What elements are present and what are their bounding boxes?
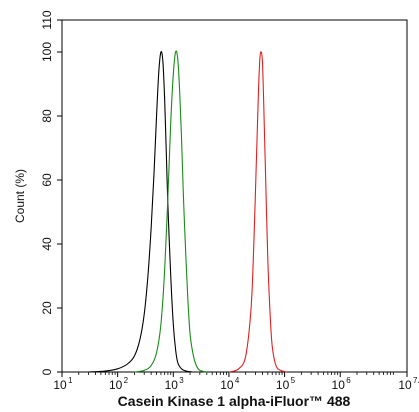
x-tick-exponent: 2 [124,376,129,385]
y-tick-label: 40 [40,237,54,251]
plot-frame [61,19,408,373]
series-line-3 [228,51,288,373]
x-tick-label: 10 [53,378,67,392]
x-tick-label: 10 [109,378,123,392]
x-tick-exponent: 4 [235,376,240,385]
series-line-2 [134,50,207,373]
x-tick-label: 10 [276,378,290,392]
x-tick-label: 10 [220,378,234,392]
x-tick-exponent: 6 [346,376,351,385]
x-axis-title: Casein Kinase 1 alpha-iFluor™ 488 [118,393,351,409]
x-tick-label: 10 [165,378,179,392]
y-axis-title: Count (%) [13,169,27,223]
y-tick-label: 80 [40,109,54,123]
x-tick-exponent: 3 [179,376,184,385]
y-tick-label: 20 [40,301,54,315]
x-tick-exponent: 5 [291,376,296,385]
x-tick-exponent: 7.2 [413,376,419,385]
x-tick-label: 10 [332,378,346,392]
y-tick-label: 100 [40,42,54,62]
series-line-1 [88,51,193,373]
y-axis: 0 20 40 60 80 100 110 [40,10,62,375]
x-tick-exponent: 1 [68,376,73,385]
y-tick-label: 60 [40,173,54,187]
x-tick-label: 10 [398,378,412,392]
y-tick-label: 110 [40,10,54,29]
series-layer [88,50,288,373]
y-tick-label: 0 [40,368,54,375]
